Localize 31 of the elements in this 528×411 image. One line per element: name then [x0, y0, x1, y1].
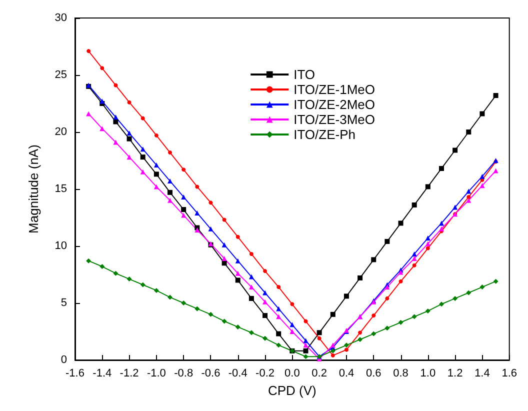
x-tick-label: 0.0 — [284, 368, 300, 380]
y-tick-label: 0 — [60, 354, 67, 366]
legend-label: ITO/ZE-2MeO — [294, 97, 376, 112]
x-axis-title: CPD (V) — [268, 383, 316, 398]
legend-label: ITO/ZE-Ph — [294, 127, 356, 142]
legend-label: ITO/ZE-1MeO — [294, 82, 376, 97]
x-tick-label: 0.4 — [338, 368, 354, 380]
x-tick-label: -1.0 — [146, 368, 166, 380]
legend-label: ITO/ZE-3MeO — [294, 112, 376, 127]
y-tick-label: 25 — [54, 69, 67, 81]
x-tick-label: -1.2 — [120, 368, 139, 380]
x-tick-label: -0.6 — [201, 368, 220, 380]
x-tick-label: 0.8 — [393, 368, 408, 380]
x-tick-label: -1.4 — [92, 368, 112, 380]
x-tick-label: 1.2 — [447, 368, 463, 380]
legend-label: ITO — [294, 67, 316, 82]
x-tick-label: 1.0 — [420, 368, 436, 380]
x-tick-label: -0.8 — [174, 368, 194, 380]
x-tick-label: 0.2 — [312, 368, 327, 380]
x-tick-label: 1.6 — [502, 368, 518, 380]
x-tick-label: -1.6 — [66, 368, 84, 380]
y-tick-label: 30 — [54, 12, 67, 24]
y-tick-label: 5 — [60, 297, 67, 309]
y-tick-label: 20 — [54, 126, 67, 138]
x-tick-label: 0.6 — [366, 368, 382, 380]
x-tick-label: 1.4 — [474, 368, 490, 380]
x-tick-label: -0.4 — [228, 368, 248, 380]
y-axis-title: Magnitude (nA) — [26, 144, 41, 234]
y-tick-label: 15 — [54, 183, 67, 195]
x-tick-label: -0.2 — [256, 368, 275, 380]
y-tick-label: 10 — [54, 240, 67, 252]
